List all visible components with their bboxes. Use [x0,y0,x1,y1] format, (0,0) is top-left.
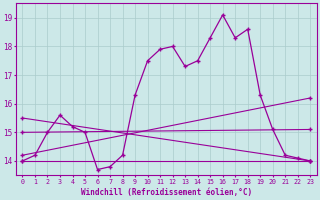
X-axis label: Windchill (Refroidissement éolien,°C): Windchill (Refroidissement éolien,°C) [81,188,252,197]
